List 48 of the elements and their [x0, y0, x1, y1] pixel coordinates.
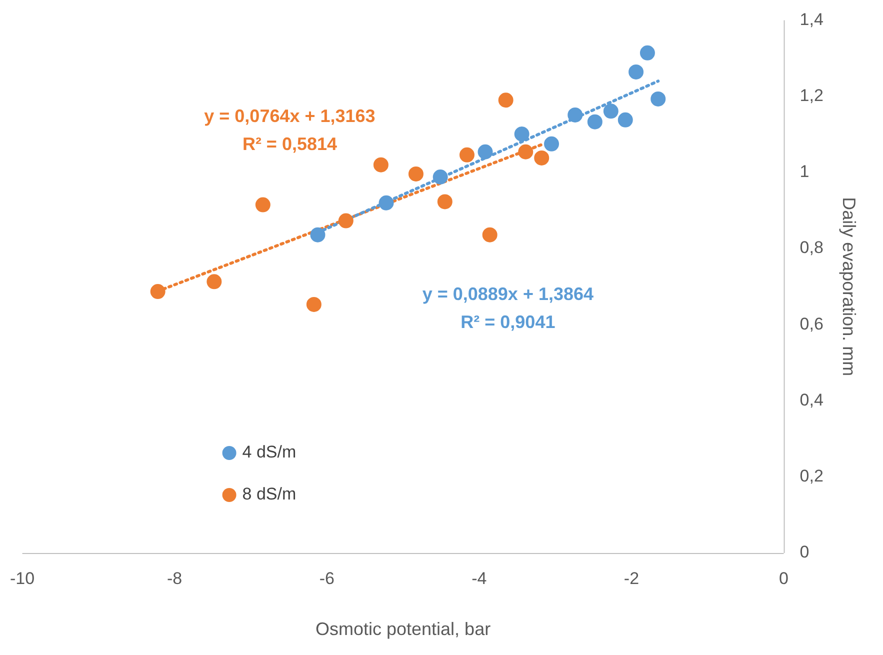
- y-tick-label: 0,2: [800, 466, 824, 486]
- annotation: y = 0,0889x + 1,3864: [422, 284, 594, 304]
- legend-label: 4 dS/m: [242, 442, 296, 462]
- point: [514, 126, 530, 142]
- point: [378, 195, 394, 210]
- point: [437, 194, 452, 210]
- point: [603, 104, 618, 119]
- point: [432, 169, 448, 184]
- y-tick-label: 1,4: [800, 10, 824, 29]
- y-axis-title: Daily evaporation. mm: [839, 197, 860, 376]
- annotation: y = 0,0764x + 1,3163: [204, 106, 376, 126]
- point: [587, 114, 602, 130]
- point: [373, 157, 388, 172]
- x-tick-label: -2: [624, 568, 640, 588]
- point: [310, 227, 326, 242]
- point: [306, 296, 322, 312]
- point: [482, 227, 498, 242]
- annotation: R² = 0,5814: [242, 134, 338, 154]
- point: [534, 150, 550, 166]
- point: [478, 144, 493, 160]
- point: [459, 147, 474, 162]
- y-tick-label: 0,8: [800, 238, 824, 258]
- point: [650, 91, 666, 106]
- point: [255, 197, 270, 212]
- x-tick-label: -10: [10, 568, 35, 588]
- y-tick-label: 0: [800, 542, 810, 562]
- y-tick-label: 0,6: [800, 314, 824, 334]
- point: [568, 107, 583, 122]
- point: [206, 274, 222, 290]
- point: [618, 112, 633, 128]
- y-tick-label: 0,4: [800, 390, 824, 410]
- point: [640, 45, 655, 60]
- legend-label: 8 dS/m: [242, 484, 296, 504]
- point: [498, 92, 514, 108]
- y-tick-label: 1: [800, 162, 810, 182]
- point: [338, 213, 354, 228]
- y-tick-label: 1,2: [800, 86, 824, 105]
- point: [544, 136, 560, 152]
- point: [408, 166, 424, 182]
- point: [150, 284, 166, 300]
- x-axis-title: Osmotic potential, bar: [315, 619, 491, 640]
- point: [518, 144, 534, 160]
- point: [628, 64, 644, 80]
- x-tick-label: -4: [472, 568, 487, 588]
- x-tick-label: -6: [319, 568, 334, 588]
- x-tick-label: -8: [167, 568, 182, 588]
- annotation: R² = 0,9041: [460, 312, 556, 332]
- x-tick-label: 0: [779, 568, 788, 588]
